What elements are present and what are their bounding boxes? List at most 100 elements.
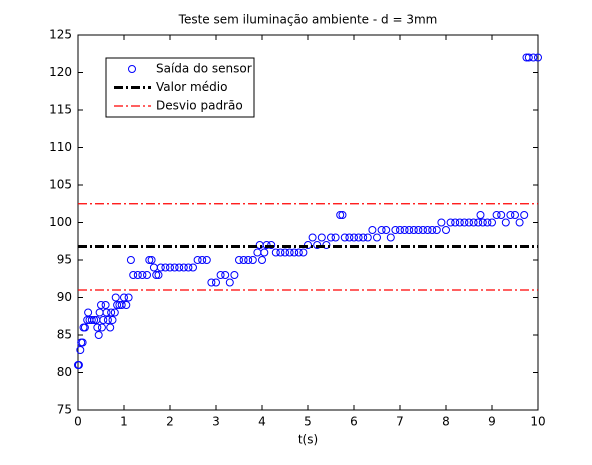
data-point <box>212 278 220 287</box>
data-point <box>455 218 464 227</box>
data-point <box>290 248 299 257</box>
legend-label: Valor médio <box>156 80 227 94</box>
data-point <box>299 248 308 257</box>
data-point <box>230 271 239 279</box>
data-point <box>133 271 142 279</box>
chart-title: Teste sem iluminação ambiente - d = 3mm <box>178 13 438 27</box>
data-point <box>391 226 400 234</box>
data-point <box>235 256 243 264</box>
data-point <box>80 323 89 332</box>
data-point <box>469 218 478 227</box>
y-tick-label: 75 <box>57 403 72 417</box>
data-point <box>338 211 347 219</box>
data-point <box>90 316 99 324</box>
data-point <box>423 226 432 234</box>
data-point <box>87 316 96 324</box>
x-tick-label: 10 <box>530 415 545 429</box>
data-point <box>138 271 147 279</box>
data-point <box>414 226 423 234</box>
legend-marker <box>128 65 136 73</box>
data-point <box>170 263 179 272</box>
data-point <box>198 256 207 264</box>
data-point <box>189 263 197 272</box>
data-point <box>460 218 469 227</box>
y-tick-label: 80 <box>57 365 72 379</box>
data-point <box>294 248 303 257</box>
data-point <box>483 218 492 227</box>
x-tick-label: 3 <box>212 415 220 429</box>
data-point <box>419 226 427 234</box>
data-point <box>193 256 202 264</box>
data-point <box>248 256 257 264</box>
data-point <box>78 338 87 347</box>
data-point <box>354 233 363 242</box>
data-point <box>97 301 105 309</box>
data-point <box>409 226 418 234</box>
data-point <box>129 271 138 279</box>
data-point <box>106 323 115 332</box>
data-point <box>260 248 269 257</box>
data-point <box>110 308 119 317</box>
data-point <box>373 233 381 242</box>
data-point <box>93 323 102 332</box>
legend-box <box>105 57 255 118</box>
data-point <box>478 218 487 227</box>
data-point <box>166 263 174 272</box>
data-point <box>107 308 116 317</box>
data-point <box>506 211 515 219</box>
data-point <box>432 226 441 234</box>
data-point <box>446 218 455 227</box>
data-point <box>350 233 358 242</box>
x-tick-label: 4 <box>258 415 266 429</box>
y-tick-label: 95 <box>57 253 72 267</box>
data-point <box>120 293 128 302</box>
data-point <box>124 293 133 302</box>
y-tick-label: 120 <box>49 65 72 79</box>
data-point <box>117 301 126 309</box>
data-point <box>451 218 460 227</box>
y-tick-label: 110 <box>49 140 72 154</box>
data-point <box>113 301 122 309</box>
y-tick-label: 100 <box>49 215 72 229</box>
data-point <box>156 263 165 272</box>
data-point <box>382 226 391 234</box>
data-point <box>515 218 524 227</box>
data-point <box>405 226 414 234</box>
data-point <box>143 271 151 279</box>
x-tick-label: 2 <box>166 415 174 429</box>
data-point <box>368 226 377 234</box>
data-point <box>520 211 529 219</box>
data-point <box>84 308 93 317</box>
data-point <box>99 316 108 324</box>
reference-line <box>78 203 538 291</box>
data-point <box>76 346 85 354</box>
data-point <box>377 226 386 234</box>
data-point <box>108 316 117 324</box>
data-point <box>465 218 473 227</box>
data-point <box>225 278 234 287</box>
data-point <box>202 256 211 264</box>
x-tick-label: 9 <box>488 415 496 429</box>
data-point <box>524 53 533 62</box>
data-point <box>501 218 510 227</box>
legend-label: Saída do sensor <box>156 62 252 76</box>
data-point <box>216 271 225 279</box>
x-tick-label: 8 <box>442 415 450 429</box>
data-point <box>336 211 345 219</box>
data-point <box>103 316 112 324</box>
x-tick-label: 0 <box>74 415 82 429</box>
data-point <box>179 263 188 272</box>
x-tick-label: 6 <box>350 415 358 429</box>
data-point <box>331 233 340 242</box>
data-point <box>396 226 404 234</box>
data-point <box>271 248 280 257</box>
data-point <box>207 278 216 287</box>
data-point <box>281 248 289 257</box>
y-tick-label: 85 <box>57 328 72 342</box>
data-point <box>437 218 446 227</box>
data-point <box>340 233 349 242</box>
data-point <box>327 233 335 242</box>
data-point <box>492 211 501 219</box>
data-point <box>534 53 542 62</box>
